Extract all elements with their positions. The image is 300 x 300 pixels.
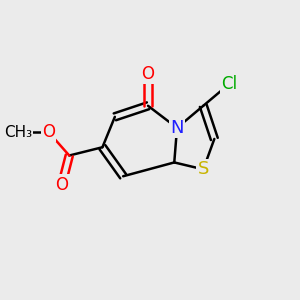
Text: S: S: [198, 160, 209, 178]
Text: O: O: [142, 65, 154, 83]
Text: O: O: [55, 176, 68, 194]
Text: CH₃: CH₃: [4, 124, 32, 140]
Text: N: N: [170, 119, 184, 137]
Text: O: O: [42, 123, 55, 141]
Text: Cl: Cl: [221, 75, 238, 93]
